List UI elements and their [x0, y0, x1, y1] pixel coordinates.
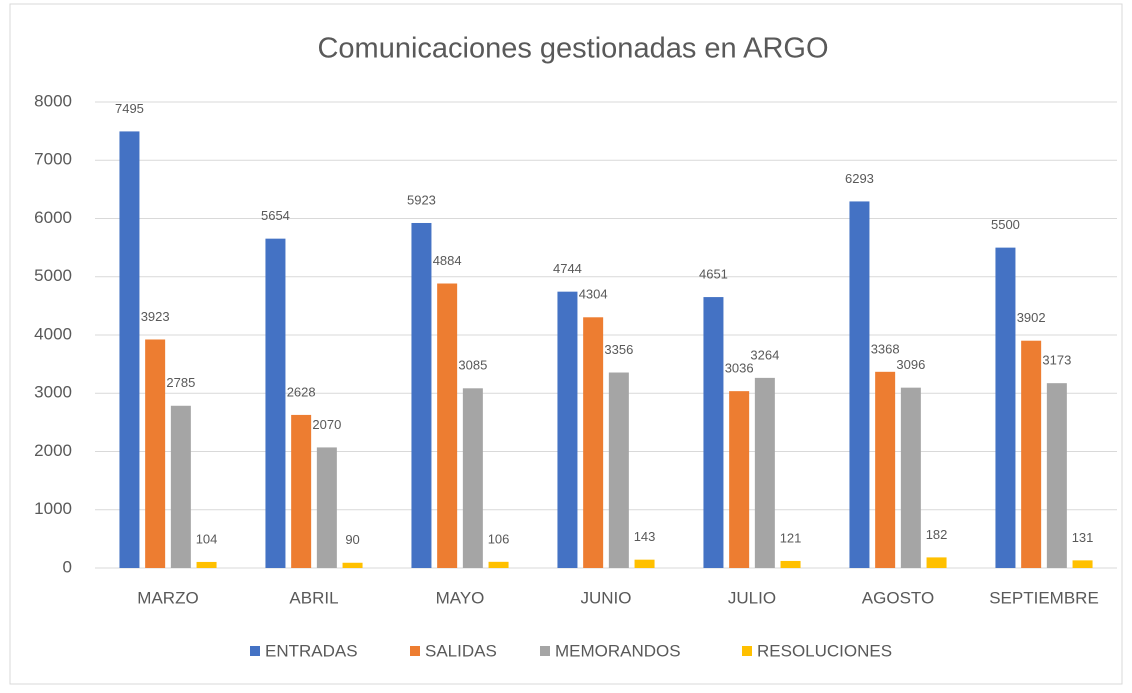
value-label: 3902: [1017, 310, 1046, 325]
bar: [780, 560, 801, 568]
x-tick-label: MAYO: [436, 588, 485, 607]
value-label: 6293: [845, 171, 874, 186]
value-label: 3096: [896, 357, 925, 372]
legend-swatch: [250, 646, 260, 656]
bar: [729, 391, 750, 568]
value-label: 2070: [312, 417, 341, 432]
value-label: 90: [345, 532, 359, 547]
y-tick-label: 7000: [34, 150, 72, 169]
bar: [265, 238, 286, 569]
legend-label: ENTRADAS: [265, 641, 358, 660]
bar: [291, 414, 312, 568]
x-tick-label: JUNIO: [581, 588, 632, 607]
bar: [1046, 383, 1067, 568]
legend-label: MEMORANDOS: [555, 641, 681, 660]
bar: [119, 131, 140, 568]
bar: [342, 562, 363, 568]
value-label: 104: [196, 531, 218, 546]
value-label: 5654: [261, 208, 290, 223]
y-tick-label: 8000: [34, 91, 72, 110]
value-label: 5500: [991, 217, 1020, 232]
bar: [196, 561, 217, 568]
legend-swatch: [410, 646, 420, 656]
bar: [926, 557, 947, 568]
value-label: 7495: [115, 101, 144, 116]
y-tick-label: 1000: [34, 499, 72, 518]
value-label: 3036: [725, 361, 754, 376]
bar: [437, 283, 458, 568]
bar: [488, 561, 509, 568]
legend-swatch: [742, 646, 752, 656]
y-tick-label: 4000: [34, 324, 72, 343]
legend-label: RESOLUCIONES: [757, 641, 892, 660]
y-tick-label: 2000: [34, 441, 72, 460]
bar: [462, 388, 483, 568]
value-label: 121: [780, 530, 802, 545]
bar: [608, 372, 629, 568]
value-label: 4744: [553, 261, 582, 276]
value-label: 4884: [433, 253, 462, 268]
bar: [1072, 560, 1093, 568]
bar: [875, 371, 896, 568]
bar: [703, 297, 724, 568]
value-label: 4304: [579, 287, 608, 302]
bar: [583, 317, 604, 568]
chart-title: Comunicaciones gestionadas en ARGO: [317, 33, 828, 65]
value-label: 106: [488, 531, 510, 546]
bar: [170, 405, 191, 568]
value-label: 2628: [287, 384, 316, 399]
y-tick-label: 5000: [34, 266, 72, 285]
x-tick-label: ABRIL: [289, 588, 338, 607]
y-tick-label: 6000: [34, 208, 72, 227]
value-label: 143: [634, 529, 656, 544]
x-tick-label: JULIO: [728, 588, 776, 607]
bar: [634, 559, 655, 568]
value-label: 2785: [166, 375, 195, 390]
y-tick-label: 3000: [34, 383, 72, 402]
value-label: 3923: [141, 309, 170, 324]
legend-swatch: [540, 646, 550, 656]
bar: [900, 387, 921, 568]
x-tick-label: MARZO: [137, 588, 198, 607]
legend-label: SALIDAS: [425, 641, 497, 660]
value-label: 3173: [1042, 353, 1071, 368]
value-label: 3368: [871, 341, 900, 356]
value-label: 3264: [750, 347, 779, 362]
value-label: 3356: [604, 342, 633, 357]
x-tick-label: SEPTIEMBRE: [989, 588, 1099, 607]
bar: [411, 222, 432, 569]
bar: [995, 247, 1016, 568]
value-label: 3085: [458, 358, 487, 373]
y-tick-label: 0: [63, 557, 72, 576]
bar: [316, 447, 337, 568]
x-tick-label: AGOSTO: [862, 588, 934, 607]
bar: [754, 377, 775, 568]
value-label: 182: [926, 527, 948, 542]
bar: [557, 291, 578, 568]
bar: [145, 339, 166, 568]
bar: [1021, 340, 1042, 568]
bar: [849, 201, 870, 569]
value-label: 131: [1072, 530, 1094, 545]
value-label: 4651: [699, 267, 728, 282]
value-label: 5923: [407, 192, 436, 207]
